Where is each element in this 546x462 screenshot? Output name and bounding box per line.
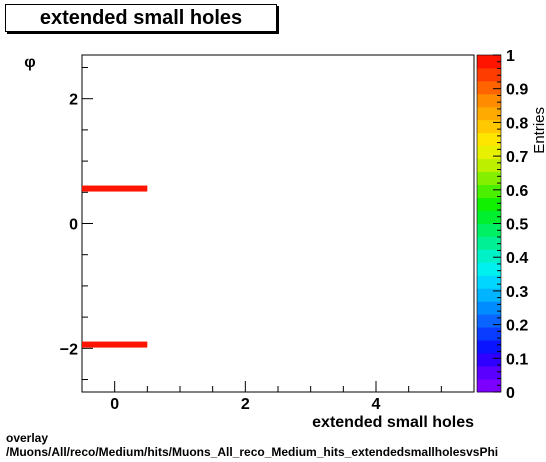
palette-swatch xyxy=(477,353,501,367)
palette-tick-label: 0.3 xyxy=(506,284,528,301)
palette-swatch xyxy=(477,184,501,198)
color-palette xyxy=(476,54,502,393)
palette-swatch xyxy=(477,158,501,173)
y-axis-title: φ xyxy=(24,54,35,71)
footer-line-1: overlay xyxy=(6,431,49,445)
palette-swatch xyxy=(477,262,501,276)
y-axis: −2 0 2 xyxy=(60,66,93,381)
palette-axis: 0 0.1 0.2 0.3 0.4 0.5 0.6 0.7 0.8 0.9 1 xyxy=(493,48,528,402)
palette-swatch xyxy=(477,171,501,186)
palette-tick-label: 0 xyxy=(506,385,515,402)
palette-swatch xyxy=(477,249,501,263)
chart-title: extended small holes xyxy=(5,4,277,32)
x-axis-title: extended small holes xyxy=(312,414,474,431)
x-tick-label: 2 xyxy=(241,396,250,413)
palette-swatch xyxy=(477,93,501,108)
footer-path: overlay /Muons/All/reco/Medium/hits/Muon… xyxy=(6,431,498,459)
x-tick-label: 4 xyxy=(372,396,381,413)
heatmap-cells xyxy=(82,185,148,348)
palette-tick-label: 0.7 xyxy=(506,149,528,166)
y-tick-label: −2 xyxy=(60,341,78,358)
y-tick-label: 0 xyxy=(69,217,78,234)
palette-swatch xyxy=(477,366,501,380)
heatmap-cell xyxy=(82,185,148,192)
palette-swatch xyxy=(477,67,501,82)
palette-swatch xyxy=(477,132,501,147)
palette-swatch xyxy=(477,327,501,341)
palette-tick-label: 0.2 xyxy=(506,318,528,335)
palette-swatch xyxy=(477,106,501,121)
palette-swatch xyxy=(477,119,501,134)
palette-swatch xyxy=(477,55,501,69)
palette-tick-label: 1 xyxy=(506,48,515,65)
palette-tick-label: 0.5 xyxy=(506,217,528,234)
palette-title: Entries xyxy=(531,107,546,154)
y-tick-label: 2 xyxy=(69,92,78,109)
palette-tick-label: 0.4 xyxy=(506,250,528,267)
palette-tick-label: 0.1 xyxy=(506,351,528,368)
palette-tick-label: 0.9 xyxy=(506,82,528,99)
palette-swatch xyxy=(477,223,501,237)
plot-frame xyxy=(81,54,475,393)
palette-swatch xyxy=(477,80,501,95)
palette-swatch xyxy=(477,288,501,302)
palette-swatch xyxy=(477,340,501,354)
palette-swatch xyxy=(477,301,501,315)
footer-line-2: /Muons/All/reco/Medium/hits/Muons_All_re… xyxy=(6,445,499,459)
palette-swatch xyxy=(477,210,501,224)
palette-tick-label: 0.6 xyxy=(506,183,528,200)
palette-tick-label: 0.8 xyxy=(506,115,528,132)
palette-swatch xyxy=(477,379,501,393)
x-axis: 0 2 4 xyxy=(81,381,475,413)
palette-swatch xyxy=(477,275,501,289)
palette-swatch xyxy=(477,145,501,160)
palette-swatch xyxy=(477,314,501,328)
x-tick-label: 0 xyxy=(110,396,119,413)
heatmap-cell xyxy=(82,341,148,348)
palette-swatch xyxy=(477,197,501,211)
palette-swatch xyxy=(477,236,501,250)
